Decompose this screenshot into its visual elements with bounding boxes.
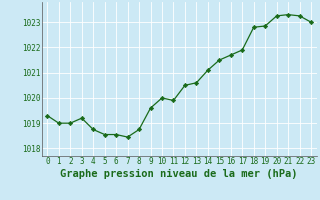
X-axis label: Graphe pression niveau de la mer (hPa): Graphe pression niveau de la mer (hPa) [60,169,298,179]
